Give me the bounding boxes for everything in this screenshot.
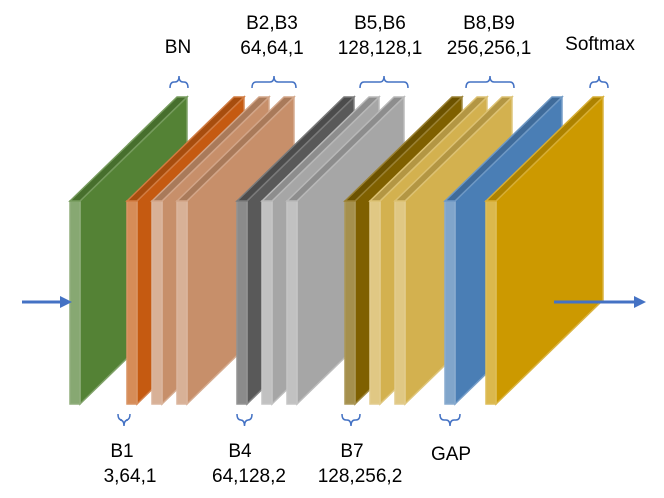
layer-b8-front: [369, 200, 381, 405]
layer-b1-top: [125, 96, 246, 202]
layer-b4-front: [236, 200, 248, 405]
label-b8-b9-params: 256,256,1: [446, 38, 532, 59]
layer-b3-top: [175, 96, 296, 202]
bracket-b5-b6: [359, 75, 409, 89]
layer-b6-front: [286, 200, 298, 405]
label-b7: B7: [340, 441, 364, 462]
bracket-b4: [236, 413, 253, 427]
layer-b9-front: [394, 200, 406, 405]
label-bn: BN: [164, 37, 192, 58]
input-arrow-head: [60, 296, 72, 308]
bracket-gap: [439, 413, 461, 427]
label-b5-b6: B5,B6: [354, 13, 406, 34]
label-softmax: Softmax: [565, 34, 635, 55]
bracket-b1: [117, 413, 131, 427]
layer-b7-front: [344, 200, 356, 405]
layer-b5-front: [261, 200, 273, 405]
label-b1-params: 3,64,1: [103, 466, 157, 487]
bracket-bn: [169, 75, 189, 89]
layer-b8-top: [368, 96, 489, 202]
layer-b4-top: [235, 96, 356, 202]
layer-gap-top: [443, 96, 564, 202]
bracket-softmax: [589, 75, 609, 89]
label-b5-b6-params: 128,128,1: [337, 38, 423, 59]
bracket-b7: [341, 413, 361, 427]
bracket-b2-b3: [251, 75, 297, 89]
label-b8-b9: B8,B9: [463, 13, 515, 34]
layer-b3-front: [176, 200, 188, 405]
layer-b7-top: [343, 96, 464, 202]
label-b7-params: 128,256,2: [317, 466, 403, 487]
label-b2-b3-params: 64,64,1: [240, 38, 304, 59]
bracket-group: [117, 75, 609, 427]
label-b2-b3: B2,B3: [246, 13, 298, 34]
layer-b5-top: [260, 96, 381, 202]
bracket-b8-b9: [465, 75, 515, 89]
label-b1: B1: [110, 441, 134, 462]
layer-b2-front: [151, 200, 163, 405]
layer-bn-front: [69, 200, 81, 405]
layer-bn-top: [68, 96, 189, 202]
layer-b2-top: [150, 96, 271, 202]
label-gap: GAP: [430, 444, 472, 465]
layer-softmax-top: [484, 96, 605, 202]
layer-gap-front: [444, 200, 456, 405]
layer-softmax-front: [485, 200, 497, 405]
label-b4: B4: [228, 441, 252, 462]
layer-b9-top: [393, 96, 514, 202]
layer-softmax: [484, 95, 605, 406]
layer-stack: [68, 95, 605, 406]
output-arrow-head: [634, 296, 646, 308]
label-b4-params: 64,128,2: [212, 466, 286, 487]
layer-b1-front: [126, 200, 138, 405]
layer-b6-top: [285, 96, 406, 202]
